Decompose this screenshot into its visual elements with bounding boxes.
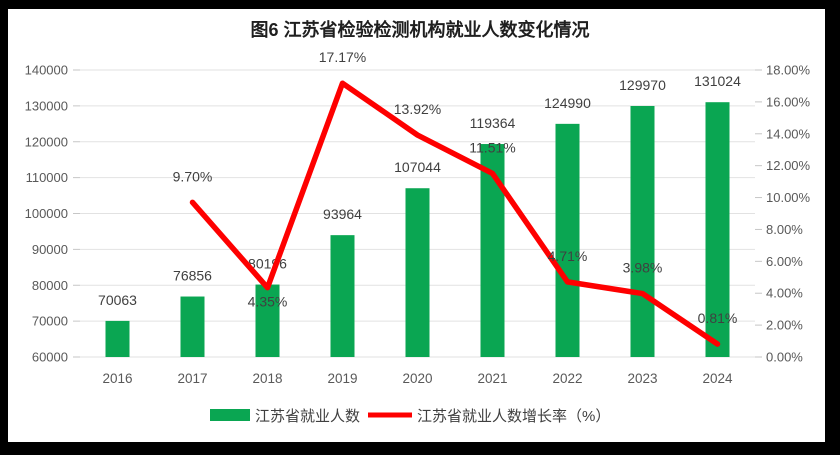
bar-2019 [330,235,355,357]
y-left-tick-label: 110000 [26,170,68,185]
bar-2017 [180,296,205,357]
bar-label-2020: 107044 [394,159,441,175]
bar-label-2019: 93964 [323,206,362,222]
y-right-tick-label: 8.00% [766,222,803,237]
bar-2018 [255,284,280,357]
y-right-tick-label: 2.00% [766,318,803,333]
y-right-tick-label: 18.00% [766,63,811,78]
line-label-2018: 4.35% [248,294,288,310]
x-tick-label: 2021 [477,371,507,386]
y-right-tick-label: 16.00% [766,94,811,109]
bar-label-2024: 131024 [694,73,741,89]
x-tick-label: 2024 [702,371,733,386]
x-tick-label: 2020 [402,371,432,386]
y-right-tick-label: 6.00% [766,254,803,269]
x-tick-label: 2017 [177,371,207,386]
chart-title: 图6 江苏省检验检测机构就业人数变化情况 [250,19,589,40]
bar-label-2021: 119364 [470,115,516,131]
y-left-tick-label: 80000 [32,278,68,293]
line-label-2022: 4.71% [548,248,588,264]
y-right-tick-label: 12.00% [766,158,811,173]
legend-bar-label: 江苏省就业人数 [255,408,360,425]
x-tick-label: 2019 [327,371,357,386]
line-label-2017: 9.70% [173,168,213,184]
x-tick-label: 2018 [252,371,282,386]
y-left-tick-label: 120000 [25,134,68,149]
y-left-tick-label: 130000 [25,98,68,113]
y-right-tick-label: 4.00% [766,286,803,301]
y-left-tick-label: 70000 [32,314,68,329]
bar-2024 [705,102,730,357]
growth-line [189,80,721,347]
y-left-tick-label: 100000 [25,206,68,221]
legend-line-label: 江苏省就业人数增长率（%） [417,408,610,425]
line-label-2023: 3.98% [623,260,663,276]
y-right-tick-label: 0.00% [766,350,803,365]
y-left-tick-label: 90000 [32,242,68,257]
legend-bar-swatch [210,409,250,421]
bar-label-2017: 76856 [173,268,212,284]
legend: 江苏省就业人数 江苏省就业人数增长率（%） [210,408,610,425]
x-tick-label: 2023 [627,371,657,386]
bar-label-2023: 129970 [619,77,666,93]
y-left-tick-label: 140000 [25,63,68,78]
bar-2016 [105,320,130,357]
line-label-2024: 0.81% [698,310,738,326]
y-right-tick-label: 10.00% [766,190,811,205]
line-label-2019: 17.17% [319,49,366,65]
bar-label-2016: 70063 [98,292,137,308]
line-label-2020: 13.92% [394,101,441,117]
y-left-tick-label: 60000 [32,350,68,365]
bar-2023 [630,105,655,357]
y-right-tick-label: 14.00% [766,126,811,141]
x-tick-label: 2016 [102,371,132,386]
plot-area: 60000 70000 80000 90000 100000 110000 120000 13… [25,49,811,386]
bar-2020 [405,188,430,357]
line-label-2021: 11.51% [469,139,515,155]
bar-2022 [555,123,580,357]
bar-label-2022: 124990 [544,95,591,111]
x-tick-label: 2022 [552,371,582,386]
bar-2021 [480,144,505,357]
